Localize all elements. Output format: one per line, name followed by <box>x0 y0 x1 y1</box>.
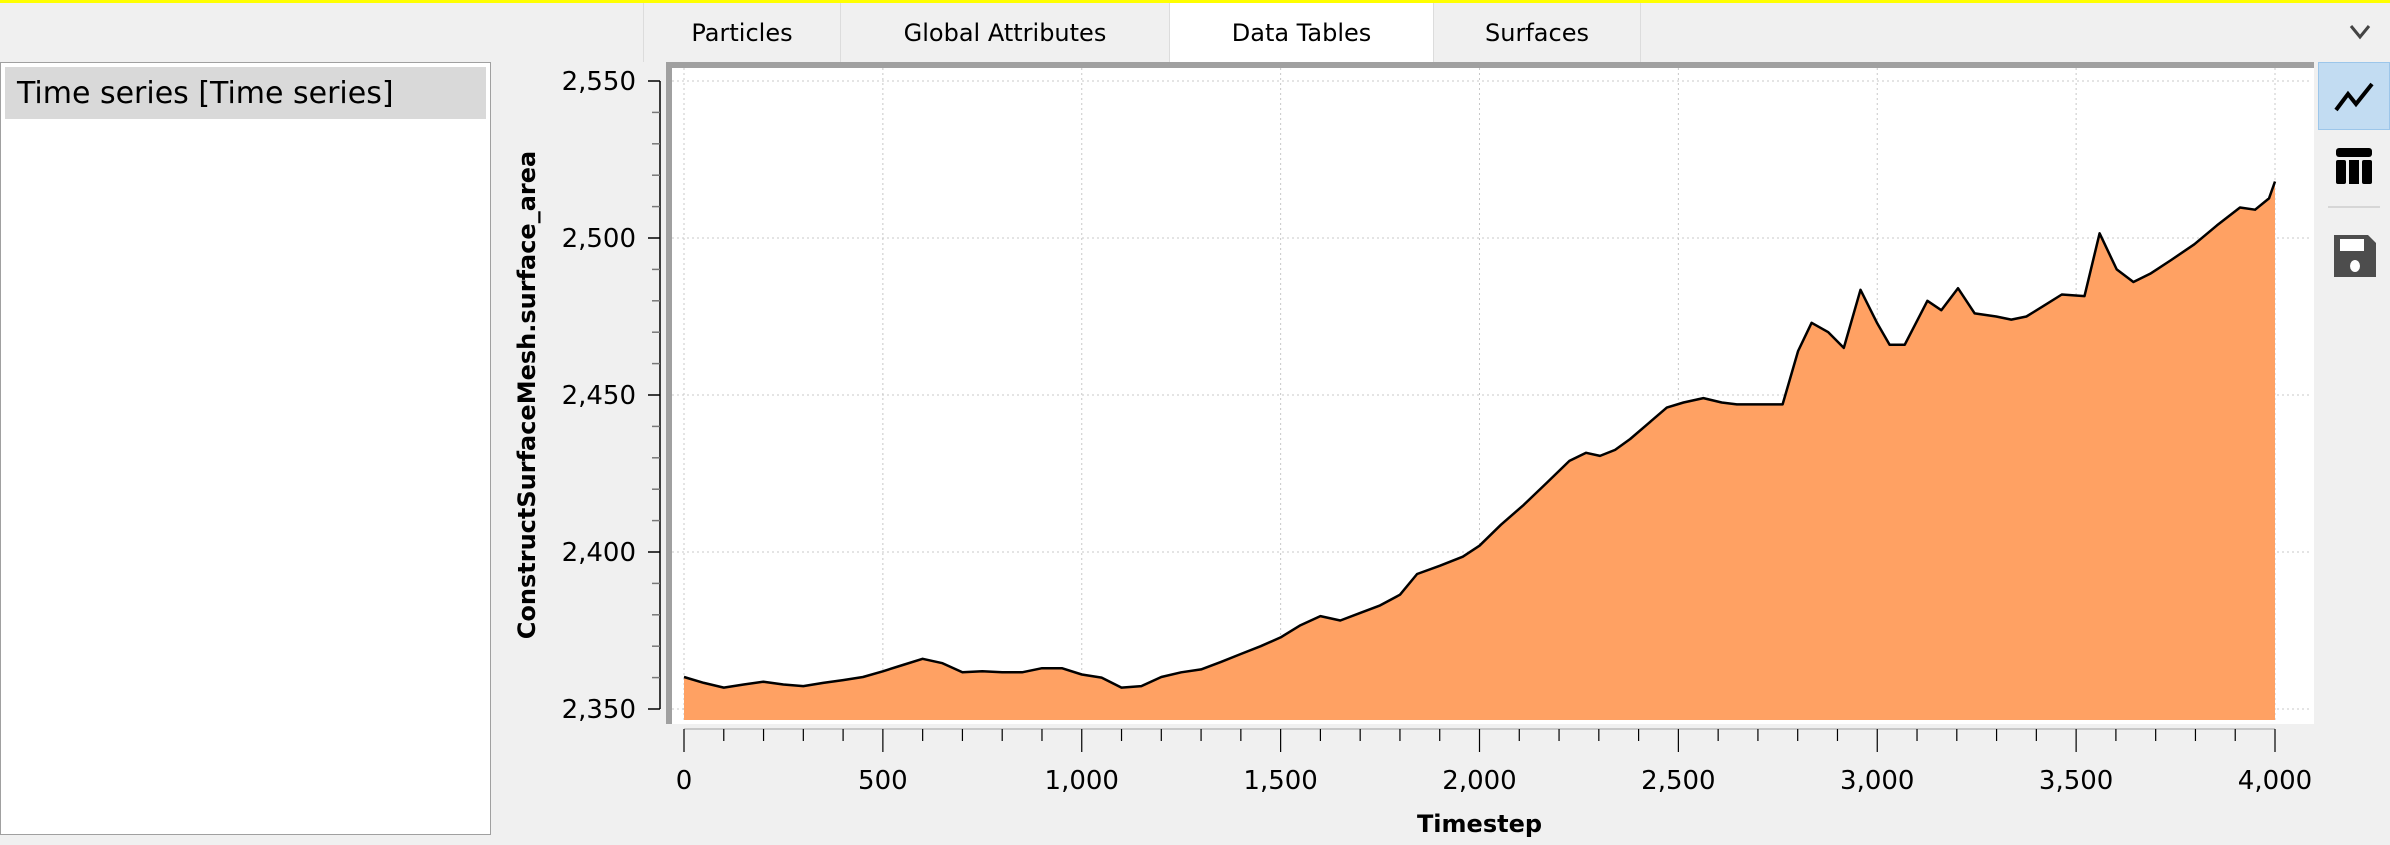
tab-global-attributes[interactable]: Global Attributes <box>841 3 1170 62</box>
x-tick-label: 0 <box>676 766 693 796</box>
table-icon <box>2336 148 2372 184</box>
x-tick-label: 3,000 <box>1840 766 1914 796</box>
save-icon <box>2334 235 2376 277</box>
line-chart-icon <box>2334 82 2374 112</box>
x-axis-title: Timestep <box>1417 810 1542 838</box>
list-item-time-series[interactable]: Time series [Time series] <box>5 67 486 119</box>
y-tick-label: 2,450 <box>562 381 636 411</box>
y-tick-label: 2,350 <box>562 695 636 725</box>
x-tick-label: 4,000 <box>2238 766 2312 796</box>
chevron-down-icon <box>2349 25 2371 40</box>
y-tick-label: 2,550 <box>562 67 636 97</box>
tab-data-tables[interactable]: Data Tables <box>1170 3 1434 62</box>
x-tick-label: 2,500 <box>1641 766 1715 796</box>
table-view-button[interactable] <box>2318 132 2390 200</box>
data-table-list[interactable]: Time series [Time series] <box>0 62 491 835</box>
window-accent-bar <box>0 0 2390 3</box>
chart-toolbar <box>2318 62 2390 845</box>
toolbar-separator <box>2328 206 2380 208</box>
time-series-chart: 2,350 2,400 2,450 2,500 2,550 ConstructSurfac… <box>513 62 2314 838</box>
tab-list-menu-button[interactable] <box>2340 12 2380 52</box>
y-axis-title: ConstructSurfaceMesh.surface_area <box>513 151 541 639</box>
line-chart-button[interactable] <box>2318 62 2390 130</box>
x-tick-label: 1,000 <box>1045 766 1119 796</box>
plot-frame <box>666 62 2314 724</box>
tab-particles[interactable]: Particles <box>643 3 841 62</box>
x-tick-label: 1,500 <box>1243 766 1317 796</box>
save-button[interactable] <box>2318 222 2390 290</box>
series-line <box>683 181 2277 689</box>
area-fill <box>684 181 2275 720</box>
y-tick-label: 2,400 <box>562 538 636 568</box>
tab-surfaces[interactable]: Surfaces <box>1434 3 1641 62</box>
x-tick-label: 3,500 <box>2039 766 2113 796</box>
x-tick-label: 2,000 <box>1442 766 1516 796</box>
x-tick-label: 500 <box>858 766 908 796</box>
y-tick-label: 2,500 <box>562 224 636 254</box>
